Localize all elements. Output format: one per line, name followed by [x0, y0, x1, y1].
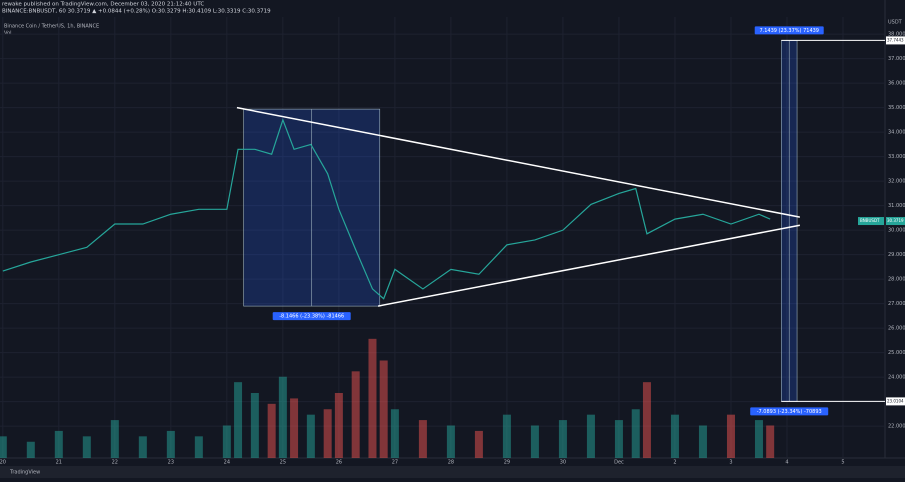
symbol-tag: BNBUSDT: [860, 218, 880, 223]
x-tick-label: 27: [392, 460, 398, 466]
volume-bar: [530, 425, 539, 458]
x-tick-label: 23: [168, 460, 174, 466]
volume-bar: [766, 425, 775, 458]
price-line: [2, 118, 771, 300]
y-tick-label: 29.0000: [888, 252, 905, 258]
x-tick-label: 21: [56, 460, 62, 466]
volume-bar: [278, 376, 287, 458]
volume-bar: [418, 420, 427, 458]
x-tick-label: 2: [673, 460, 676, 466]
volume-bar: [26, 441, 35, 458]
x-tick-label: 22: [112, 460, 118, 466]
measure-label-bg: [750, 407, 829, 416]
volume-bar: [138, 436, 147, 458]
x-tick-label: 26: [336, 460, 342, 466]
volume-bar: [250, 393, 259, 458]
price-tag: 37.7443: [887, 37, 904, 42]
volume-label: Vol: [4, 31, 11, 37]
volume-bar: [351, 371, 360, 458]
volume-bar: [379, 360, 388, 458]
x-tick-label: 30: [560, 460, 566, 466]
y-tick-label: 28.0000: [888, 277, 905, 283]
volume-bar: [267, 403, 276, 458]
volume-bar: [642, 382, 651, 458]
volume-bar: [586, 414, 595, 458]
price-tag-bg: [886, 36, 905, 45]
y-tick-label: 25.0000: [888, 350, 905, 356]
volume-bar: [446, 425, 455, 458]
volume-bar: [222, 425, 231, 458]
volume-bar: [754, 420, 763, 458]
currency: USDT: [888, 20, 903, 26]
y-tick-label: 27.0000: [888, 301, 905, 307]
volume-bar: [194, 436, 203, 458]
y-tick-label: 26.0000: [888, 326, 905, 332]
volume-bar: [306, 414, 315, 458]
x-tick-label: 25: [280, 460, 286, 466]
chart-title: Binance Coin / TetherUS, 1h, BINANCE: [4, 24, 99, 30]
y-tick-label: 31.0000: [888, 203, 905, 209]
y-tick-label: 30.0000: [888, 228, 905, 234]
measure-label: 7.1439 (23.37%) 71439: [759, 28, 819, 34]
y-tick-label: 35.0000: [888, 105, 905, 111]
y-tick-label: 22.0000: [888, 424, 905, 430]
author: rewake published on TradingView.com, Dec…: [2, 2, 204, 8]
footer: TradingView: [9, 470, 40, 476]
volume-bar: [698, 425, 707, 458]
volume-bar: [82, 436, 91, 458]
volume-bar: [234, 382, 243, 458]
trendline: [377, 224, 801, 307]
volume-bar: [166, 430, 175, 458]
volume-bar: [502, 414, 511, 458]
price-tag: 23.0104: [887, 398, 904, 403]
measure-label-bg: [272, 312, 351, 321]
volume-bar: [323, 409, 332, 458]
volume-bar: [54, 430, 63, 458]
x-tick-label: 29: [504, 460, 510, 466]
price-tag-bg: [886, 397, 905, 406]
price-tag: 30.3719: [887, 218, 904, 223]
x-tick-label: 20: [0, 460, 6, 466]
volume-bar: [0, 436, 7, 458]
footer-bar: [0, 466, 905, 478]
volume-bar: [390, 409, 399, 458]
volume-bar: [631, 409, 640, 458]
x-tick-label: 24: [224, 460, 230, 466]
volume-bar: [474, 430, 483, 458]
volume-bar: [726, 414, 735, 458]
y-tick-label: 34.0000: [888, 130, 905, 136]
y-tick-label: 32.0000: [888, 179, 905, 185]
x-tick-label: 5: [841, 460, 844, 466]
x-tick-label: 4: [785, 460, 788, 466]
y-tick-label: 37.0000: [888, 56, 905, 62]
x-tick-label: 3: [729, 460, 732, 466]
volume-bar: [614, 420, 623, 458]
volume-bar: [368, 338, 377, 458]
y-tick-label: 38.0000: [888, 32, 905, 38]
volume-bar: [558, 420, 567, 458]
y-tick-label: 24.0000: [888, 375, 905, 381]
measure-label: -7.0893 (-23.34%) -70893: [757, 409, 822, 415]
x-tick-label: Dec: [614, 460, 624, 466]
measure-label-bg: [754, 26, 824, 35]
volume-bar: [670, 414, 679, 458]
y-tick-label: 36.0000: [888, 81, 905, 87]
price-tag-bg: [886, 217, 905, 226]
measure-label: -8.1466 (-23.38%) -81466: [279, 314, 344, 320]
volume-bar: [110, 420, 119, 458]
y-tick-label: 33.0000: [888, 154, 905, 160]
volume-bar: [290, 398, 299, 458]
symbol-line: BINANCE:BNBUSDT, 60 30.3719 ▲ +0.0844 (+…: [2, 9, 271, 15]
symbol-tag-bg: [858, 217, 884, 226]
volume-bar: [334, 393, 343, 458]
trendline: [236, 106, 801, 218]
x-tick-label: 28: [448, 460, 454, 466]
